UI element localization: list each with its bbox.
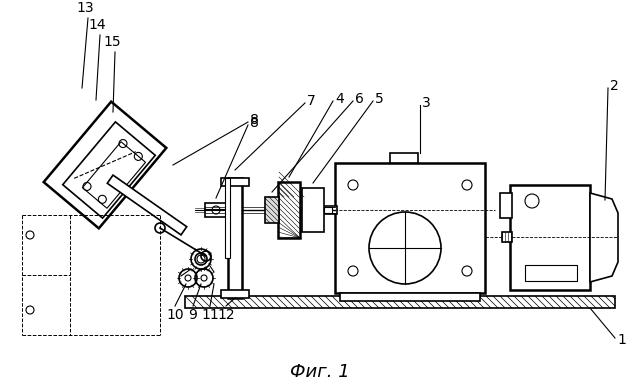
Bar — [324, 207, 332, 213]
Polygon shape — [83, 142, 145, 208]
Polygon shape — [44, 102, 166, 228]
Bar — [317, 206, 337, 214]
Text: 6: 6 — [355, 92, 364, 106]
Polygon shape — [108, 175, 187, 235]
Bar — [278, 182, 300, 238]
Text: 4: 4 — [335, 92, 344, 106]
Text: 13: 13 — [76, 1, 94, 15]
Text: 7: 7 — [307, 94, 316, 108]
Bar — [502, 232, 512, 242]
Text: 10: 10 — [166, 308, 184, 322]
Bar — [225, 178, 230, 258]
Bar — [390, 153, 418, 163]
Text: 2: 2 — [610, 79, 619, 93]
Bar — [221, 290, 249, 298]
Bar — [228, 178, 242, 298]
Text: 15: 15 — [103, 35, 121, 49]
Bar — [500, 193, 512, 218]
Bar — [265, 197, 279, 223]
Polygon shape — [590, 193, 618, 282]
Text: 5: 5 — [375, 92, 384, 106]
Text: 12: 12 — [217, 308, 235, 322]
Text: 11: 11 — [201, 308, 219, 322]
Text: Фиг. 1: Фиг. 1 — [290, 363, 350, 381]
Text: 8: 8 — [250, 116, 259, 130]
Polygon shape — [63, 122, 156, 218]
Bar — [340, 293, 480, 301]
Bar — [221, 178, 249, 186]
Bar — [510, 185, 590, 290]
Text: 14: 14 — [88, 18, 106, 32]
Text: 1: 1 — [617, 333, 626, 347]
Bar — [185, 296, 615, 308]
Text: 9: 9 — [189, 308, 197, 322]
Bar — [302, 188, 324, 232]
Bar — [335, 163, 485, 293]
Text: 8: 8 — [250, 113, 259, 127]
Text: 3: 3 — [422, 96, 431, 110]
Bar — [205, 203, 227, 217]
Bar — [525, 265, 577, 281]
